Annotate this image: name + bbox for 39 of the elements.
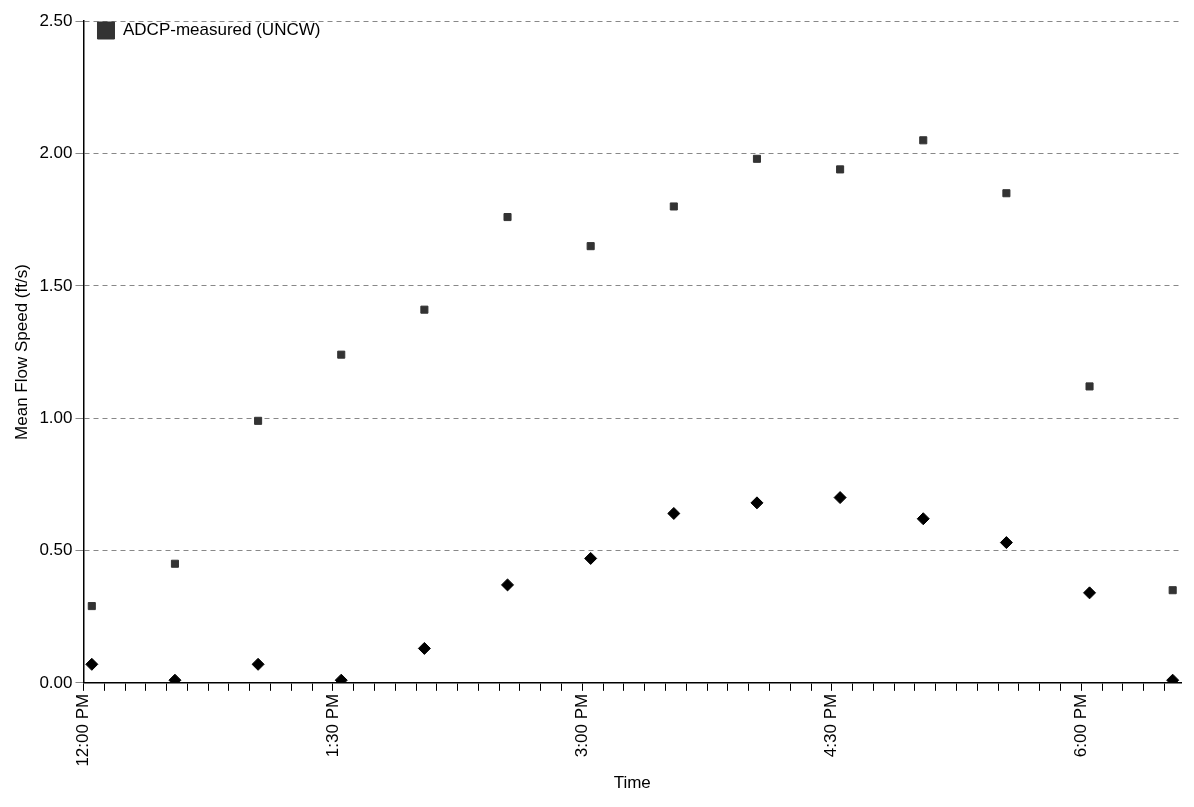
y-tick-label: 0.50: [39, 540, 73, 560]
x-tick-label: 1:30 PM: [322, 693, 342, 758]
point: [503, 213, 512, 222]
point: [417, 641, 431, 655]
point: [420, 305, 429, 314]
x-axis-title: Time: [613, 773, 651, 793]
point: [999, 536, 1013, 550]
point: [916, 512, 930, 526]
y-tick-label: 1.50: [39, 275, 73, 295]
x-tick-label: 4:30 PM: [821, 693, 841, 758]
point: [501, 578, 515, 592]
point: [919, 136, 928, 145]
point: [337, 350, 346, 359]
legend-label: ADCP-measured (UNCW): [122, 20, 321, 40]
point: [85, 657, 99, 671]
point: [584, 551, 598, 565]
y-axis-title: Mean Flow Speed (ft/s): [11, 264, 31, 440]
point: [833, 491, 847, 505]
y-tick-label: 2.50: [39, 10, 73, 30]
y-tick-label: 0.00: [39, 672, 73, 692]
point: [752, 154, 761, 163]
point: [586, 242, 595, 251]
point: [87, 602, 96, 611]
x-tick-label: 12:00 PM: [73, 693, 93, 767]
point: [667, 506, 681, 520]
point: [1168, 586, 1177, 595]
point: [254, 416, 263, 425]
point: [836, 165, 845, 174]
point: [1085, 382, 1094, 391]
point: [669, 202, 678, 211]
point: [1083, 586, 1097, 600]
y-tick-label: 2.00: [39, 143, 73, 163]
point: [750, 496, 764, 510]
x-tick-label: 3:00 PM: [572, 693, 592, 758]
y-tick-label: 1.00: [39, 407, 73, 427]
x-tick-label: 6:00 PM: [1070, 693, 1090, 758]
point: [251, 657, 265, 671]
point: [170, 559, 179, 568]
point: [1002, 189, 1011, 198]
